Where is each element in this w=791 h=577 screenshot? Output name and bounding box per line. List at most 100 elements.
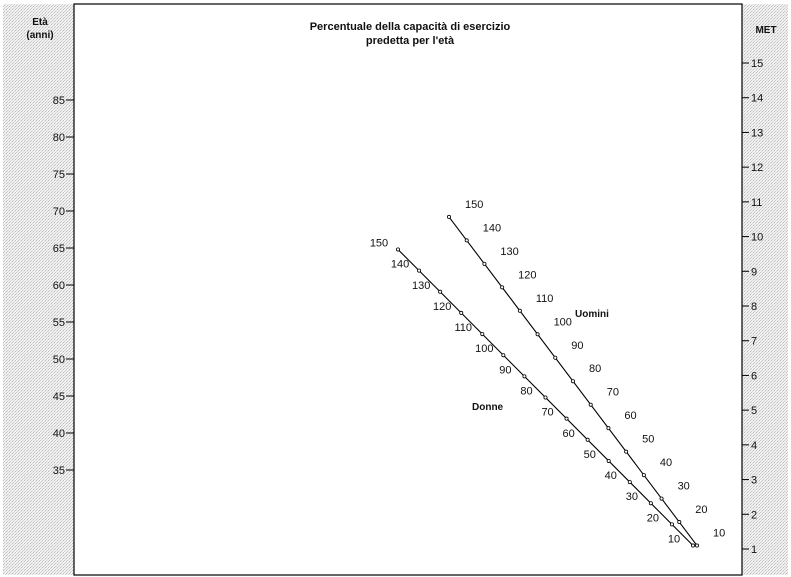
series-marker: [627, 480, 632, 485]
left-axis-tick-label: 35: [53, 465, 65, 477]
right-axis-tick-label: 14: [751, 93, 763, 105]
series-marker: [695, 543, 700, 548]
percent-label: 110: [455, 322, 473, 334]
series-marker: [624, 449, 629, 454]
percent-label: 90: [499, 364, 511, 376]
left-axis-tick-label: 80: [53, 132, 65, 144]
series-marker: [553, 355, 558, 360]
left-axis-tick-label: 65: [53, 243, 65, 255]
left-axis-tick-label: 45: [53, 391, 65, 403]
series-marker: [446, 214, 451, 219]
percent-label: 130: [500, 246, 518, 258]
series-marker: [500, 285, 505, 290]
percent-label: 110: [536, 293, 554, 305]
right-axis-tick-label: 3: [751, 475, 757, 487]
right-axis-tick-label: 9: [751, 266, 757, 278]
right-axis-tick-label: 7: [751, 336, 757, 348]
right-axis-tick-label: 11: [751, 197, 762, 209]
right-axis-tick-label: 15: [751, 58, 763, 70]
series-marker: [417, 268, 422, 273]
right-axis-tick-label: 4: [751, 440, 757, 452]
left-axis-tick-label: 85: [53, 95, 65, 107]
percent-label: 100: [554, 316, 572, 328]
series-marker: [522, 374, 527, 379]
right-axis-tick-label: 12: [751, 162, 763, 174]
left-axis-tick-label: 60: [53, 280, 65, 292]
series-marker: [641, 473, 646, 478]
percent-label: 150: [370, 237, 388, 249]
percent-label: 50: [584, 449, 596, 461]
series-marker: [459, 310, 464, 315]
percent-label: 10: [668, 534, 680, 546]
right-axis-band: [742, 4, 788, 575]
series-marker: [571, 379, 576, 384]
series-marker: [677, 520, 682, 525]
percent-label: 150: [465, 199, 483, 211]
series-marker: [517, 308, 522, 313]
series-label-donne: Donne: [472, 402, 504, 413]
series-marker: [464, 238, 469, 243]
right-axis-tick-label: 2: [751, 509, 757, 521]
percent-label: 30: [678, 481, 690, 493]
series-marker: [648, 501, 653, 506]
percent-label: 120: [433, 301, 451, 313]
left-axis-label-line-1: Età: [32, 17, 48, 28]
right-axis-tick-label: 1: [751, 544, 757, 556]
percent-label: 30: [626, 491, 638, 503]
right-axis-tick-label: 8: [751, 301, 757, 313]
percent-label: 80: [520, 386, 532, 398]
percent-label: 70: [607, 387, 619, 399]
series-marker: [585, 437, 590, 442]
percent-label: 120: [518, 269, 536, 281]
left-axis-tick-label: 70: [53, 206, 65, 218]
left-axis-tick-label: 50: [53, 354, 65, 366]
series-marker: [480, 332, 485, 337]
left-axis-tick-label: 40: [53, 428, 65, 440]
series-marker: [535, 332, 540, 337]
percent-label: 140: [391, 259, 409, 271]
percent-label: 90: [571, 340, 583, 352]
right-axis-label: MET: [755, 25, 776, 36]
left-axis-label-line-2: (anni): [26, 30, 53, 41]
percent-label: 60: [563, 428, 575, 440]
plot-frame: [73, 3, 743, 576]
percent-label: 80: [589, 363, 601, 375]
series-marker: [606, 458, 611, 463]
series-marker: [395, 247, 400, 252]
percent-label: 130: [412, 280, 430, 292]
percent-label: 40: [605, 470, 617, 482]
chart-title-line-2: predetta per l'età: [366, 35, 455, 47]
right-axis-tick-label: 5: [751, 405, 757, 417]
right-axis-tick-label: 10: [751, 232, 763, 244]
right-axis-tick-label: 6: [751, 370, 757, 382]
series-marker: [669, 522, 674, 527]
percent-label: 20: [647, 512, 659, 524]
series-marker: [482, 261, 487, 266]
series-layer: 150140130120110100908070605040302010Uomi…: [370, 199, 725, 548]
left-axis-ticks: 35 40 45 50 55 60 65 70 75 80 85: [53, 95, 74, 477]
series-label-uomini: Uomini: [575, 309, 609, 320]
percent-label: 20: [695, 504, 707, 516]
left-axis-tick-label: 75: [53, 169, 65, 181]
percent-label: 40: [660, 457, 672, 469]
series-marker: [659, 496, 664, 501]
left-axis-band: [3, 4, 74, 575]
series-marker: [543, 395, 548, 400]
series-marker: [564, 416, 569, 421]
percent-label: 100: [475, 343, 493, 355]
left-axis-tick-label: 55: [53, 317, 65, 329]
chart-title-line-1: Percentuale della capacità di esercizio: [310, 21, 511, 33]
percent-label: 10: [713, 528, 725, 540]
percent-label: 140: [483, 222, 501, 234]
series-marker: [588, 402, 593, 407]
series-marker: [438, 289, 443, 294]
percent-label: 60: [624, 410, 636, 422]
percent-label: 70: [541, 407, 553, 419]
right-axis-tick-label: 13: [751, 127, 763, 139]
series-marker: [501, 353, 506, 358]
series-marker: [691, 543, 696, 548]
percent-label: 50: [642, 434, 654, 446]
series-marker: [606, 426, 611, 431]
